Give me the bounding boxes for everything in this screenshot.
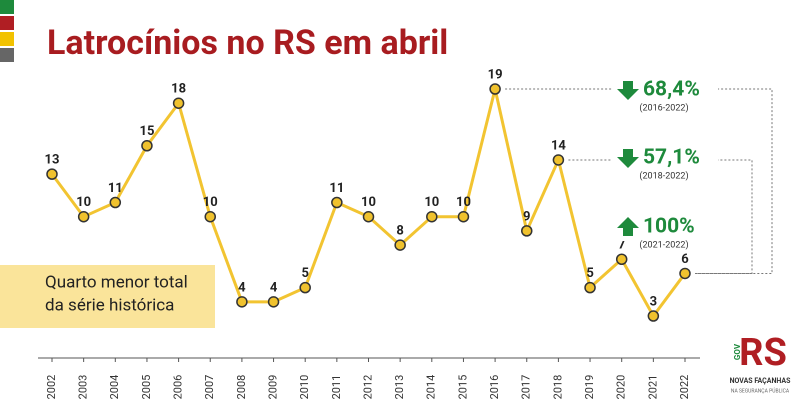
data-label: 3 bbox=[650, 294, 657, 309]
data-label: 9 bbox=[523, 209, 530, 224]
x-tick-label: 2019 bbox=[583, 375, 596, 400]
logo: GOV RS NOVAS FAÇANHAS NA SEGURANÇA PÚBLI… bbox=[730, 331, 792, 394]
logo-text: GOV bbox=[733, 343, 742, 360]
stripe bbox=[0, 16, 14, 30]
data-label: 19 bbox=[488, 67, 503, 82]
data-label: 10 bbox=[456, 195, 471, 210]
data-label: 10 bbox=[203, 195, 218, 210]
x-tick-label: 2011 bbox=[330, 375, 343, 400]
arrow-down bbox=[617, 149, 639, 168]
data-label: 7 bbox=[618, 238, 625, 253]
data-label: 8 bbox=[396, 224, 403, 239]
point bbox=[204, 210, 216, 223]
point bbox=[489, 83, 501, 95]
data-label: 4 bbox=[270, 280, 278, 295]
arrow-up bbox=[617, 217, 639, 236]
data-label: 11 bbox=[108, 181, 123, 196]
x-tick-label: 2018 bbox=[551, 375, 564, 400]
x-tick-label: 2009 bbox=[266, 375, 279, 400]
note: da série histórica bbox=[45, 295, 174, 315]
x-tick-label: 2012 bbox=[361, 375, 374, 400]
point bbox=[362, 210, 375, 223]
change-period: (2021-2022) bbox=[639, 239, 688, 250]
point bbox=[552, 154, 565, 166]
point bbox=[679, 267, 691, 280]
x-tick-label: 2004 bbox=[108, 375, 121, 400]
x-tick-label: 2010 bbox=[298, 375, 311, 400]
change-label: 68,4% bbox=[643, 78, 700, 102]
logo-text: RS bbox=[739, 331, 787, 375]
x-tick-label: 2021 bbox=[646, 375, 659, 400]
point bbox=[615, 253, 628, 265]
data-label: 15 bbox=[139, 124, 154, 139]
point bbox=[109, 196, 122, 209]
note-box bbox=[0, 265, 215, 328]
data-label: 4 bbox=[238, 280, 246, 295]
x-tick-label: 2007 bbox=[203, 375, 216, 400]
data-label: 10 bbox=[361, 195, 376, 210]
logo-text: NOVAS FAÇANHAS bbox=[730, 377, 792, 385]
x-tick-label: 2013 bbox=[393, 375, 406, 400]
x-tick-label: 2014 bbox=[425, 375, 438, 400]
data-label: 13 bbox=[45, 153, 60, 168]
arrow-down bbox=[617, 81, 639, 100]
x-tick-label: 2015 bbox=[456, 375, 469, 400]
x-tick-label: 2016 bbox=[488, 375, 501, 400]
point bbox=[299, 281, 311, 294]
data-label: 6 bbox=[681, 252, 689, 267]
point bbox=[457, 210, 470, 223]
logo-text: NA SEGURANÇA PÚBLICA bbox=[731, 387, 790, 394]
x-tick-label: 2003 bbox=[77, 375, 90, 400]
data-label: 10 bbox=[424, 195, 439, 210]
data-label: 5 bbox=[586, 266, 593, 281]
point bbox=[172, 97, 185, 109]
point bbox=[647, 310, 660, 322]
point bbox=[267, 296, 280, 308]
data-label: 18 bbox=[171, 82, 186, 97]
data-label: 5 bbox=[301, 266, 308, 281]
point bbox=[331, 196, 343, 209]
point bbox=[426, 210, 438, 223]
connector bbox=[568, 159, 753, 274]
x-tick-label: 2017 bbox=[520, 375, 533, 400]
x-tick-label: 2022 bbox=[678, 375, 691, 400]
stripe bbox=[0, 48, 14, 62]
change-period: (2018-2022) bbox=[639, 170, 688, 181]
point bbox=[521, 225, 533, 237]
point bbox=[394, 239, 406, 251]
data-label: 14 bbox=[551, 138, 566, 153]
data-label: 10 bbox=[76, 195, 91, 210]
x-tick-label: 2020 bbox=[615, 375, 628, 400]
x-tick-label: 2002 bbox=[45, 375, 58, 400]
x-tick-label: 2008 bbox=[235, 375, 248, 400]
change-label: 57,1% bbox=[643, 146, 700, 170]
point bbox=[141, 140, 153, 152]
stripe bbox=[0, 32, 14, 46]
point bbox=[584, 281, 596, 294]
point bbox=[46, 168, 58, 180]
stripe bbox=[0, 0, 14, 14]
point bbox=[77, 210, 90, 223]
change-period: (2016-2022) bbox=[639, 102, 688, 113]
point bbox=[236, 296, 248, 308]
x-tick-label: 2006 bbox=[172, 375, 185, 400]
change-label: 100% bbox=[643, 215, 695, 239]
x-tick-label: 2005 bbox=[140, 375, 153, 400]
data-label: 11 bbox=[329, 181, 344, 196]
chart-title: Latrocínios no RS em abril bbox=[47, 23, 448, 63]
note: Quarto menor total bbox=[45, 272, 188, 292]
